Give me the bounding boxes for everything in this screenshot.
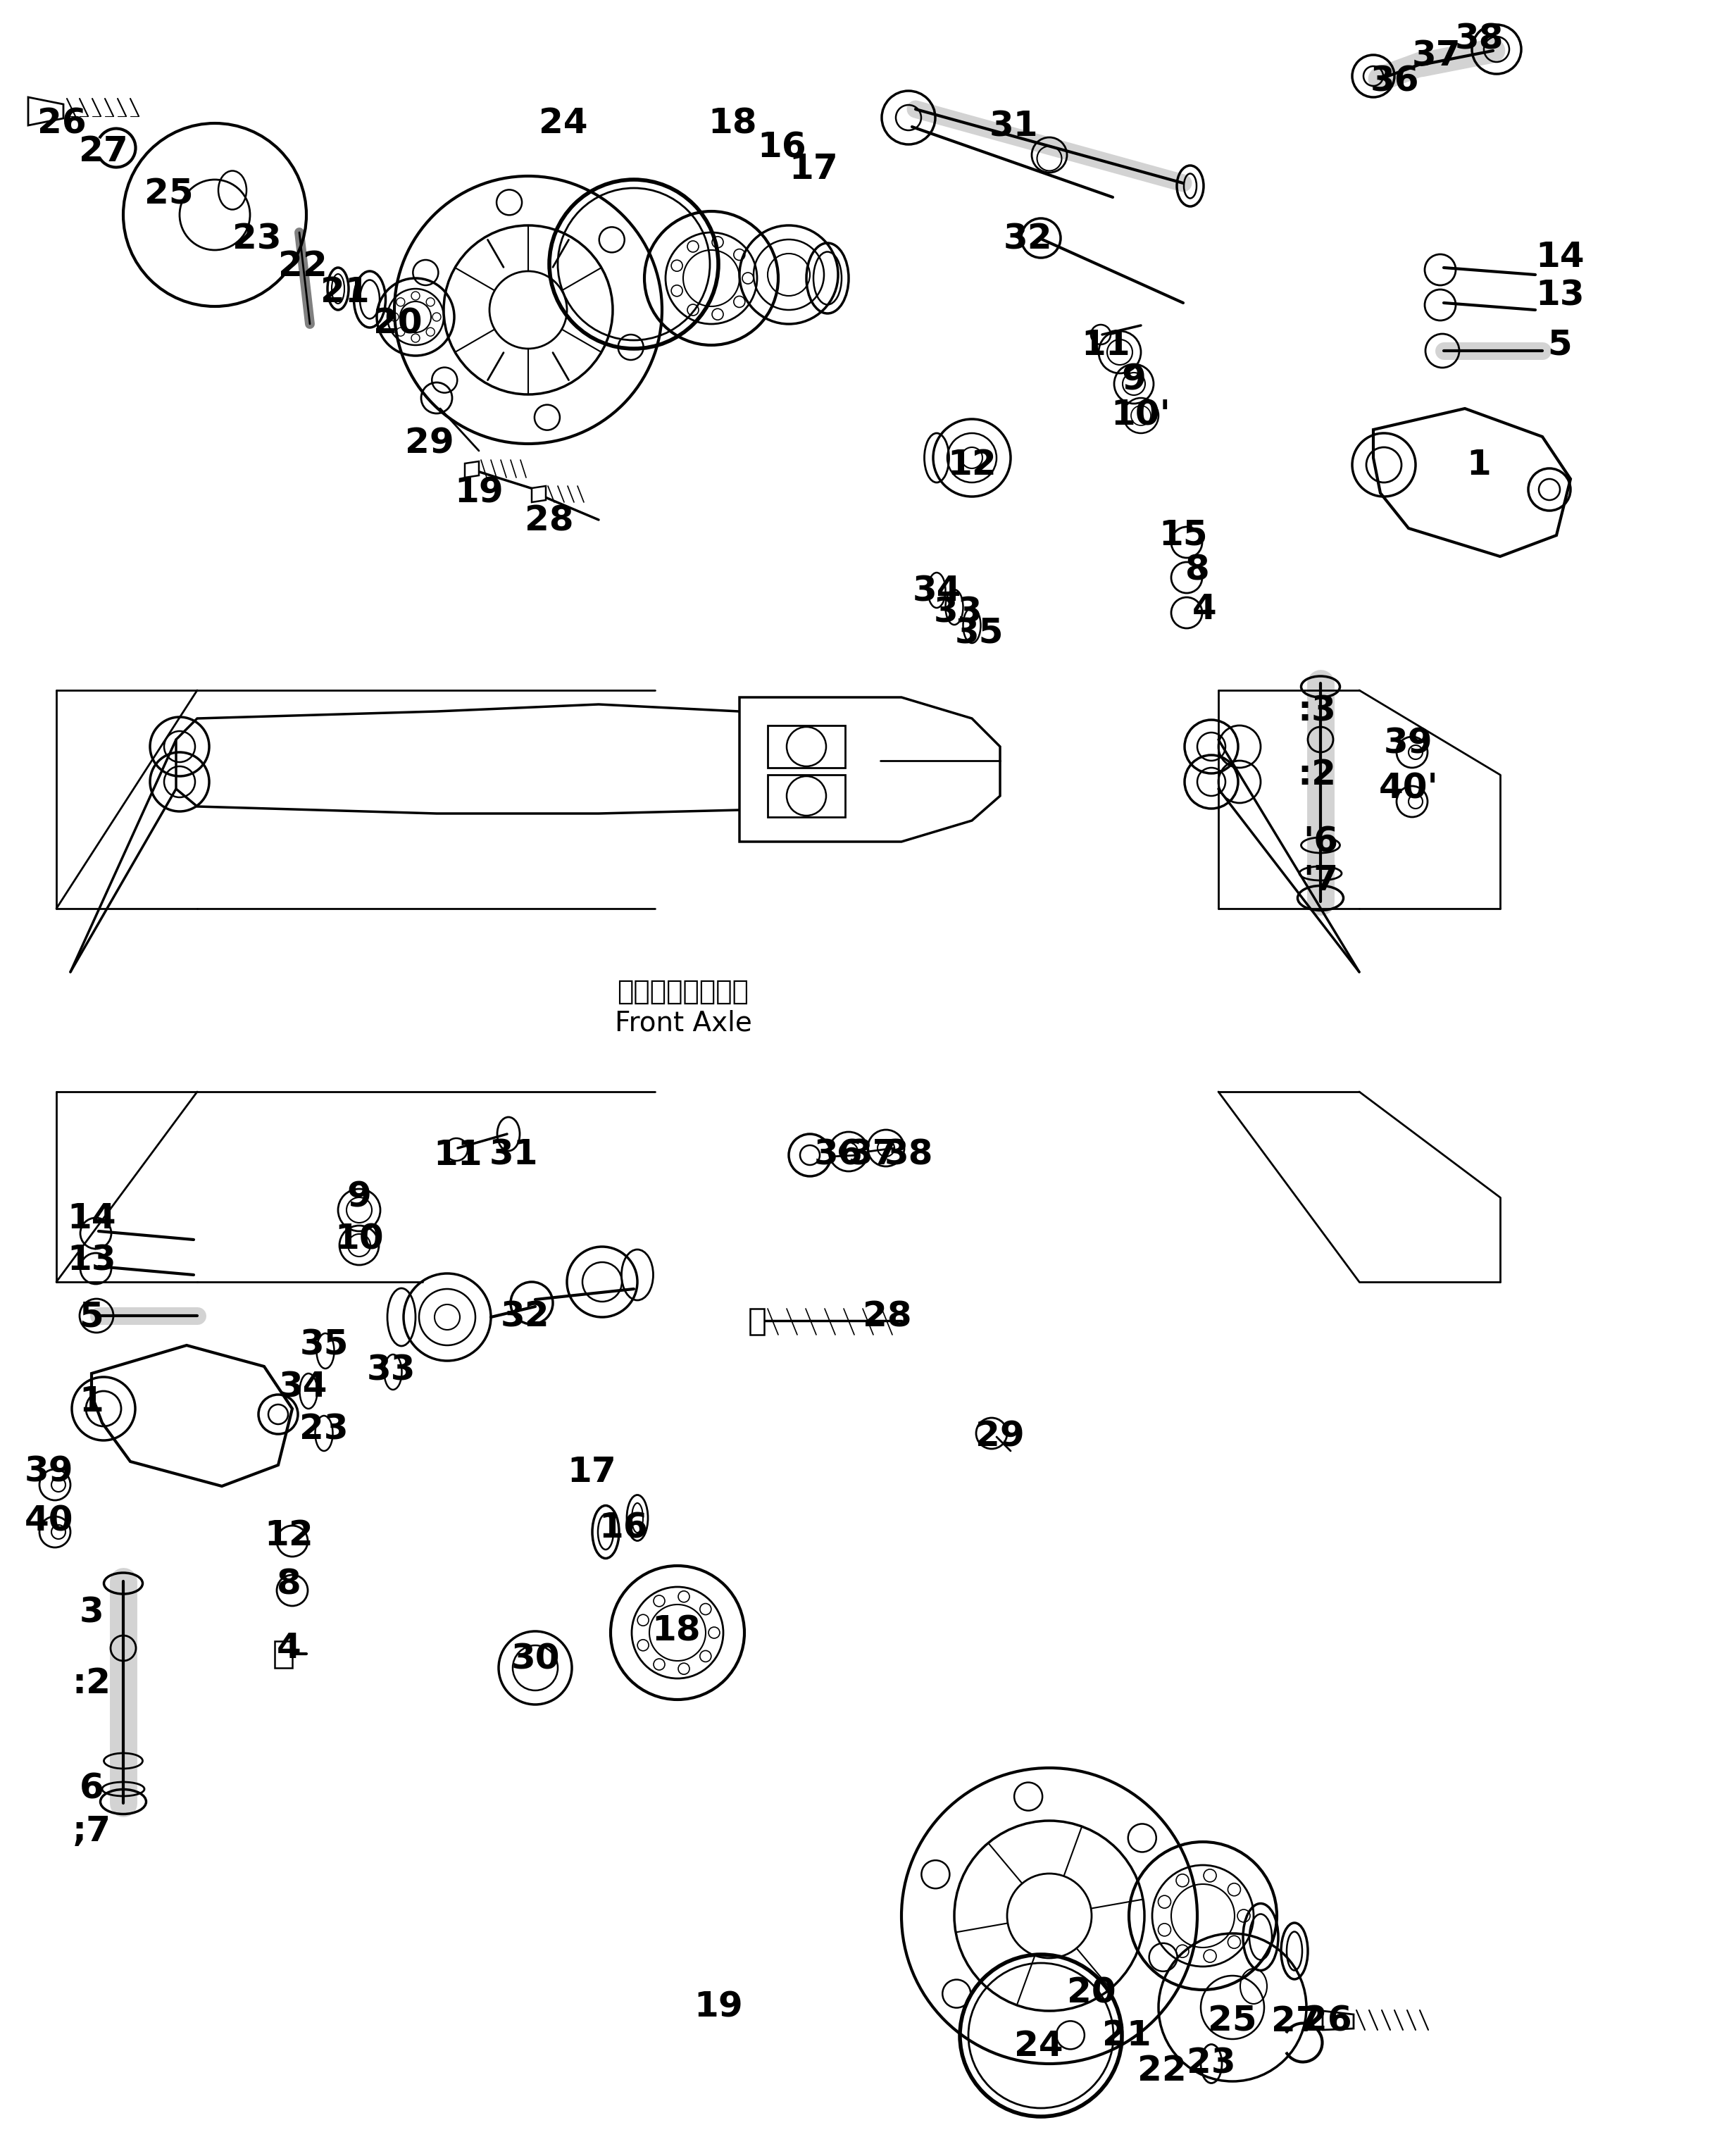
Text: 12: 12: [948, 448, 996, 481]
Text: 28: 28: [864, 1300, 912, 1335]
Text: 22: 22: [1137, 2055, 1186, 2087]
Text: 21: 21: [321, 276, 369, 308]
Text: 25: 25: [144, 177, 194, 211]
Text: 39: 39: [24, 1455, 74, 1490]
Text: 18: 18: [707, 106, 757, 140]
Text: 27: 27: [79, 134, 129, 168]
Text: 32: 32: [1004, 222, 1053, 257]
Text: ;7: ;7: [72, 1815, 112, 1848]
Text: 26: 26: [1303, 2005, 1351, 2037]
Text: 35: 35: [955, 617, 1003, 651]
Polygon shape: [532, 485, 546, 502]
Text: :2: :2: [1298, 759, 1336, 791]
Text: 1: 1: [79, 1384, 103, 1419]
Text: 26: 26: [38, 106, 86, 140]
Text: 17: 17: [788, 153, 838, 185]
Text: 36: 36: [814, 1138, 862, 1173]
Polygon shape: [91, 1345, 292, 1485]
Text: 4: 4: [276, 1632, 300, 1664]
Polygon shape: [275, 1641, 292, 1669]
Polygon shape: [740, 696, 999, 841]
Polygon shape: [465, 461, 479, 476]
Text: 17: 17: [567, 1455, 616, 1490]
Text: 40: 40: [24, 1505, 74, 1537]
Polygon shape: [1374, 407, 1571, 556]
Text: 19: 19: [455, 476, 503, 511]
Text: 25: 25: [1209, 2005, 1257, 2037]
Text: 20: 20: [1066, 1977, 1116, 2009]
Text: 24: 24: [539, 106, 587, 140]
Text: 16: 16: [599, 1511, 647, 1546]
Text: 24: 24: [1015, 2029, 1063, 2063]
Text: 18: 18: [651, 1613, 701, 1647]
Text: 13: 13: [1535, 278, 1585, 313]
Text: 16: 16: [757, 132, 807, 164]
Text: 11: 11: [1082, 328, 1130, 362]
Text: 36: 36: [1370, 65, 1418, 97]
Text: 31: 31: [989, 110, 1039, 144]
Text: 37: 37: [1411, 39, 1461, 73]
Text: 1: 1: [1466, 448, 1492, 481]
Text: 31: 31: [489, 1138, 539, 1173]
Text: 39: 39: [1384, 727, 1434, 759]
Text: 30: 30: [510, 1643, 560, 1675]
Text: 10: 10: [335, 1222, 383, 1257]
Polygon shape: [767, 774, 845, 817]
Polygon shape: [177, 705, 881, 813]
Polygon shape: [27, 97, 64, 125]
Text: 34: 34: [912, 576, 962, 608]
Text: 9: 9: [347, 1181, 371, 1214]
Text: 6: 6: [79, 1772, 103, 1807]
Text: 3: 3: [79, 1595, 103, 1630]
Text: 5: 5: [79, 1300, 103, 1335]
Text: 19: 19: [694, 1990, 743, 2024]
Text: :2: :2: [72, 1667, 112, 1701]
Text: 33: 33: [934, 595, 982, 630]
Text: 13: 13: [67, 1244, 117, 1279]
Text: '6: '6: [1303, 826, 1338, 858]
Text: 4: 4: [1192, 593, 1217, 625]
Text: 8: 8: [276, 1567, 300, 1602]
Text: 23: 23: [1186, 2046, 1236, 2081]
Text: 11: 11: [433, 1138, 482, 1173]
Text: 12: 12: [264, 1518, 312, 1552]
Text: 22: 22: [278, 250, 328, 282]
Polygon shape: [767, 724, 845, 768]
Text: フロントアクスル
Front Axle: フロントアクスル Front Axle: [615, 979, 752, 1037]
Text: 9: 9: [1121, 364, 1147, 397]
Text: 14: 14: [67, 1201, 117, 1235]
Text: 29: 29: [405, 427, 455, 461]
Text: 38: 38: [884, 1138, 932, 1173]
Text: 20: 20: [373, 306, 422, 341]
Text: 34: 34: [278, 1371, 328, 1404]
Text: 40': 40': [1379, 772, 1439, 806]
Text: 21: 21: [1102, 2018, 1152, 2053]
Text: 14: 14: [1535, 239, 1585, 274]
Polygon shape: [750, 1309, 764, 1335]
Text: 23: 23: [232, 222, 282, 257]
Text: 27: 27: [1271, 2005, 1320, 2037]
Text: 23: 23: [299, 1412, 349, 1447]
Text: 29: 29: [975, 1421, 1025, 1453]
Text: 28: 28: [525, 505, 573, 539]
Text: 15: 15: [1159, 517, 1207, 552]
Text: 10': 10': [1111, 399, 1171, 433]
Text: :3: :3: [1298, 694, 1336, 729]
Text: 35: 35: [299, 1328, 349, 1363]
Text: 32: 32: [500, 1300, 549, 1335]
Polygon shape: [1322, 2012, 1353, 2031]
Text: 33: 33: [366, 1354, 416, 1386]
Text: 8: 8: [1185, 554, 1209, 586]
Text: 37: 37: [848, 1138, 898, 1173]
Text: '7: '7: [1303, 865, 1338, 897]
Text: 38: 38: [1454, 22, 1504, 56]
Text: 5: 5: [1547, 328, 1573, 362]
